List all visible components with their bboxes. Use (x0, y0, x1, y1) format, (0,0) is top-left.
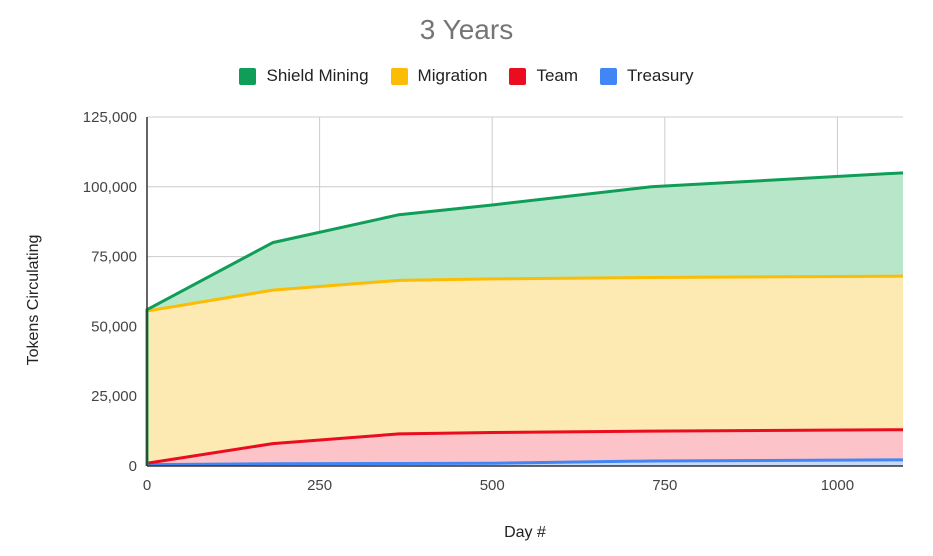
x-axis-ticks: 0 250 500 750 1000 (143, 477, 854, 494)
legend-swatch-treasury (600, 67, 618, 85)
legend-item-treasury[interactable]: Treasury (600, 66, 694, 86)
y-axis-ticks: 0 25,000 50,000 75,000 100,000 125,000 (83, 109, 137, 475)
svg-text:100,000: 100,000 (83, 179, 137, 196)
chart-title: 3 Years (419, 14, 514, 45)
legend-item-shield-mining[interactable]: Shield Mining (239, 66, 369, 86)
x-axis-title: Day # (504, 524, 546, 541)
y-axis-title: Tokens Circulating (25, 235, 42, 366)
svg-text:750: 750 (652, 477, 677, 494)
svg-text:250: 250 (307, 477, 332, 494)
svg-text:75,000: 75,000 (91, 249, 137, 266)
legend-item-migration[interactable]: Migration (390, 66, 488, 86)
svg-text:0: 0 (129, 458, 137, 475)
chart-legend: Shield Mining Migration Team Treasury (0, 66, 933, 86)
legend-label: Shield Mining (266, 66, 369, 85)
svg-text:0: 0 (143, 477, 151, 494)
legend-swatch-shield-mining (239, 67, 257, 85)
legend-label: Migration (417, 66, 488, 85)
legend-swatch-team (509, 67, 527, 85)
stacked-areas (147, 172, 903, 466)
legend-label: Treasury (627, 66, 694, 85)
legend-item-team[interactable]: Team (509, 66, 578, 86)
svg-text:50,000: 50,000 (91, 318, 137, 335)
svg-text:25,000: 25,000 (91, 388, 137, 405)
svg-text:1000: 1000 (821, 477, 854, 494)
svg-text:125,000: 125,000 (83, 109, 137, 126)
legend-swatch-migration (390, 67, 408, 85)
legend-label: Team (536, 66, 579, 85)
svg-text:500: 500 (480, 477, 505, 494)
